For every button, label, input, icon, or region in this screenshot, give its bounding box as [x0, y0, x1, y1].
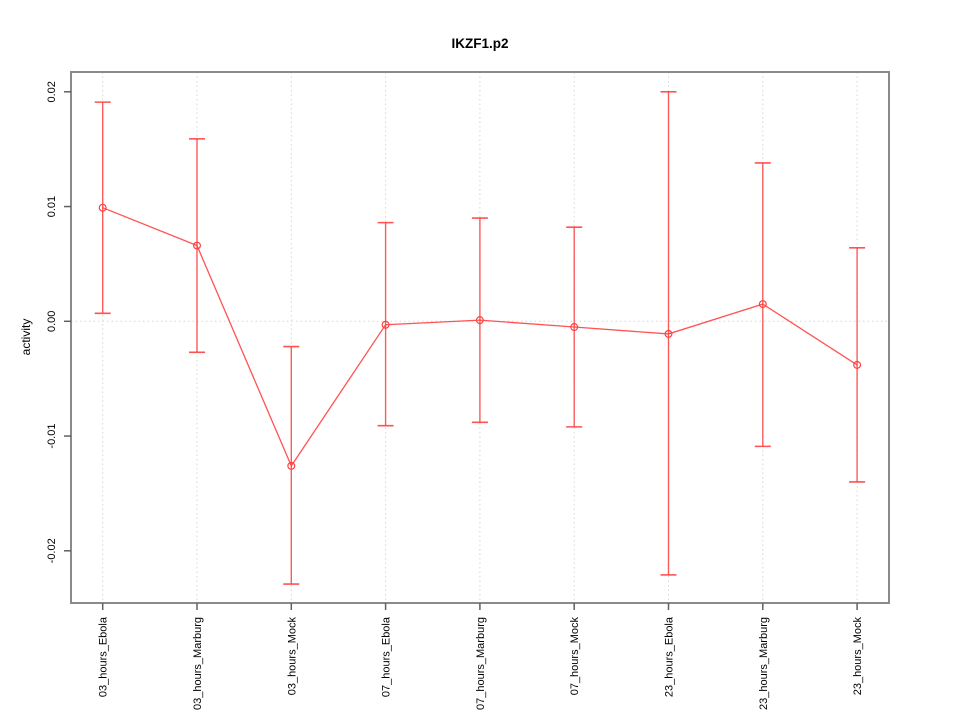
data-point-marker [853, 360, 862, 369]
y-axis-label: activity [19, 318, 33, 356]
x-tick-label: 07_hours_Ebola [381, 616, 393, 697]
chart-title: IKZF1.p2 [451, 36, 509, 51]
x-tick-label: 03_hours_Ebola [98, 616, 110, 697]
x-tick-label: 07_hours_Mock [569, 617, 581, 696]
x-tick-label: 03_hours_Mock [286, 617, 298, 696]
y-tick-label: 0.01 [46, 196, 58, 217]
data-point-marker [475, 316, 484, 325]
data-point-marker [758, 300, 767, 309]
data-point-marker [570, 323, 579, 332]
y-tick-label: 0.02 [46, 81, 58, 102]
data-point-marker [664, 329, 673, 338]
y-tick-label: -0.01 [46, 424, 58, 449]
x-tick-label: 23_hours_Mock [852, 617, 864, 696]
data-point-marker [287, 461, 296, 470]
series-line [102, 207, 858, 468]
y-tick-label: 0.00 [46, 311, 58, 332]
x-tick-label: 07_hours_Marburg [475, 617, 487, 710]
data-point-marker [98, 203, 107, 212]
x-tick-label: 23_hours_Ebola [664, 616, 676, 697]
x-tick-label: 03_hours_Marburg [192, 617, 204, 710]
data-point-marker [193, 241, 202, 250]
x-tick-label: 23_hours_Marburg [758, 617, 770, 710]
data-point-marker [381, 320, 390, 329]
y-tick-label: -0.02 [46, 538, 58, 563]
